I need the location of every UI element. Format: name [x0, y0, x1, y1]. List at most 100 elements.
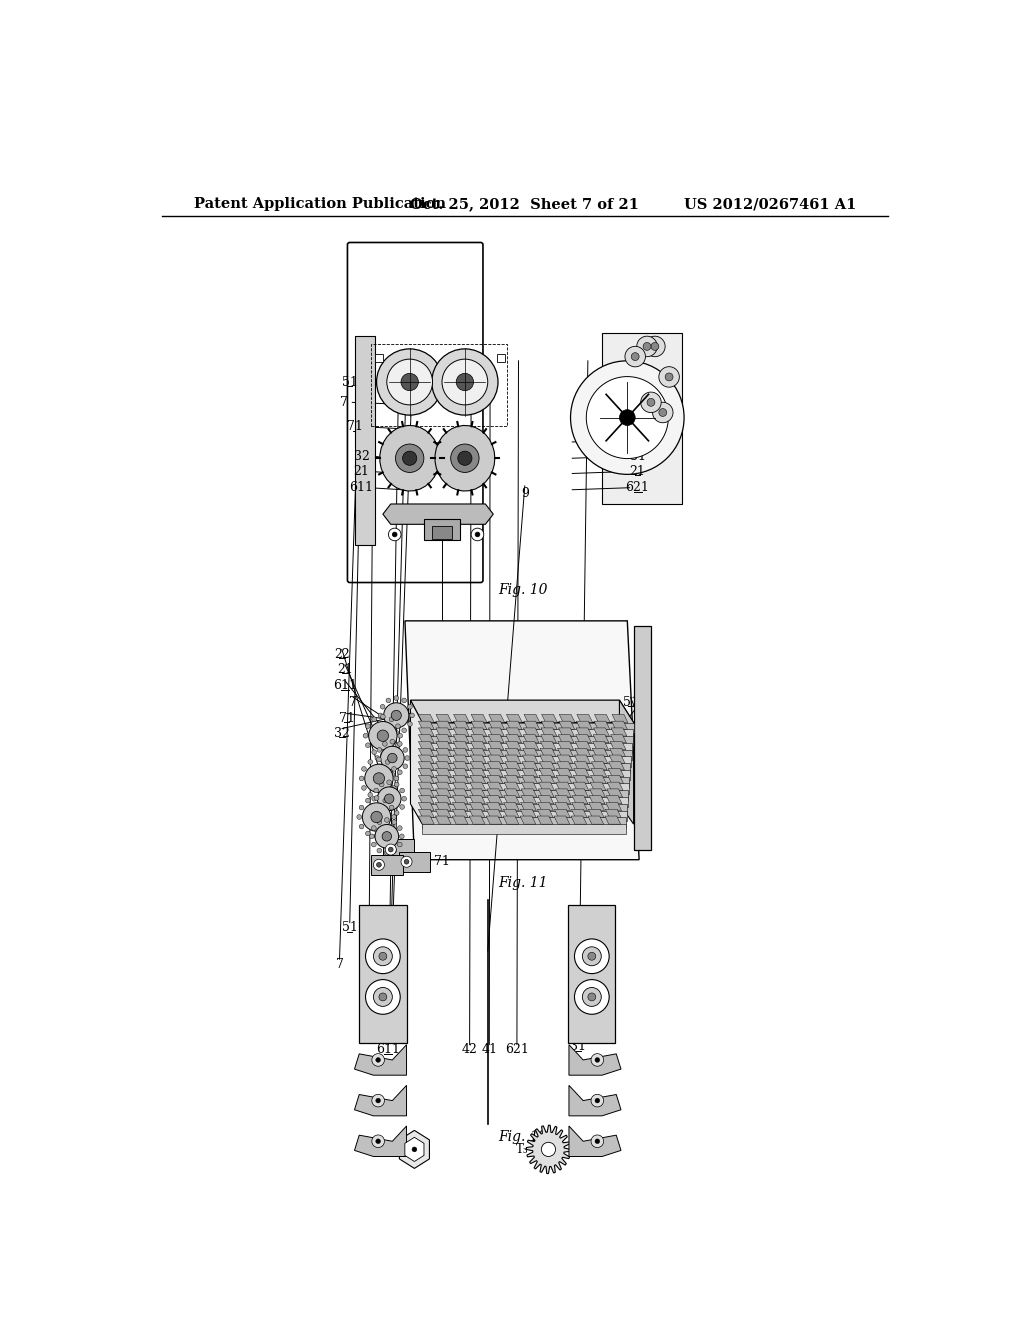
- Polygon shape: [470, 762, 486, 770]
- Circle shape: [651, 342, 658, 350]
- Circle shape: [369, 722, 397, 750]
- Circle shape: [361, 767, 367, 771]
- Circle shape: [389, 824, 394, 829]
- Text: 51: 51: [623, 696, 638, 709]
- Circle shape: [637, 337, 657, 356]
- Text: 22: 22: [334, 648, 350, 661]
- Circle shape: [378, 787, 401, 810]
- Polygon shape: [558, 742, 573, 750]
- Polygon shape: [488, 735, 504, 743]
- Circle shape: [397, 842, 402, 847]
- FancyBboxPatch shape: [347, 243, 483, 582]
- Circle shape: [457, 374, 473, 391]
- Circle shape: [390, 739, 394, 744]
- Circle shape: [384, 850, 389, 855]
- Text: 51: 51: [342, 921, 357, 935]
- Polygon shape: [571, 809, 587, 817]
- Polygon shape: [419, 727, 434, 737]
- Polygon shape: [589, 809, 604, 817]
- Polygon shape: [399, 1130, 429, 1168]
- Circle shape: [392, 849, 396, 853]
- Polygon shape: [435, 803, 452, 810]
- Circle shape: [658, 409, 667, 416]
- Polygon shape: [435, 789, 452, 797]
- Polygon shape: [572, 789, 588, 797]
- Polygon shape: [589, 803, 604, 810]
- Polygon shape: [453, 796, 468, 804]
- Circle shape: [377, 795, 381, 800]
- Polygon shape: [537, 816, 553, 824]
- Circle shape: [372, 1053, 384, 1067]
- Circle shape: [412, 1147, 417, 1152]
- Polygon shape: [541, 727, 557, 737]
- Polygon shape: [453, 775, 469, 784]
- Circle shape: [401, 729, 407, 733]
- Text: 41: 41: [481, 1043, 498, 1056]
- Polygon shape: [539, 789, 554, 797]
- Circle shape: [401, 374, 419, 391]
- Text: 92: 92: [630, 417, 645, 430]
- Circle shape: [377, 820, 382, 825]
- Polygon shape: [454, 727, 469, 737]
- Circle shape: [372, 842, 376, 847]
- Polygon shape: [488, 742, 504, 750]
- Circle shape: [402, 451, 417, 466]
- Polygon shape: [469, 803, 485, 810]
- Circle shape: [645, 337, 666, 356]
- Circle shape: [385, 843, 396, 855]
- Bar: [498, 354, 505, 362]
- Circle shape: [387, 813, 391, 817]
- Polygon shape: [436, 748, 452, 756]
- Circle shape: [570, 360, 684, 474]
- Polygon shape: [572, 783, 589, 791]
- Circle shape: [384, 795, 394, 804]
- Text: 7: 7: [349, 696, 356, 709]
- Polygon shape: [592, 755, 607, 763]
- Circle shape: [384, 817, 389, 822]
- Circle shape: [388, 847, 393, 851]
- Polygon shape: [454, 735, 469, 743]
- Polygon shape: [591, 768, 606, 776]
- Text: 31: 31: [630, 450, 645, 463]
- Circle shape: [359, 805, 364, 810]
- Polygon shape: [470, 768, 486, 776]
- Circle shape: [394, 776, 398, 780]
- Polygon shape: [558, 735, 573, 743]
- Circle shape: [381, 752, 385, 758]
- Polygon shape: [422, 737, 633, 746]
- Text: 21: 21: [337, 663, 353, 676]
- Polygon shape: [419, 768, 434, 776]
- Circle shape: [641, 392, 662, 413]
- Polygon shape: [436, 735, 452, 743]
- Circle shape: [658, 367, 679, 387]
- Circle shape: [399, 834, 404, 838]
- Polygon shape: [538, 803, 553, 810]
- Polygon shape: [505, 768, 520, 776]
- Polygon shape: [469, 816, 485, 824]
- Polygon shape: [523, 721, 540, 729]
- Polygon shape: [470, 789, 485, 797]
- Polygon shape: [590, 783, 606, 791]
- Circle shape: [574, 939, 609, 974]
- Text: 32: 32: [334, 727, 350, 741]
- Circle shape: [397, 742, 402, 746]
- Circle shape: [395, 444, 424, 473]
- Circle shape: [595, 1139, 600, 1143]
- Polygon shape: [419, 714, 434, 722]
- Polygon shape: [569, 1085, 621, 1115]
- Polygon shape: [435, 762, 452, 770]
- Circle shape: [402, 747, 408, 752]
- Circle shape: [647, 399, 655, 407]
- Polygon shape: [540, 748, 556, 756]
- Circle shape: [377, 764, 382, 768]
- Polygon shape: [487, 762, 504, 770]
- Circle shape: [377, 747, 382, 752]
- Polygon shape: [571, 816, 587, 824]
- Polygon shape: [569, 1126, 621, 1156]
- Circle shape: [365, 764, 393, 792]
- Polygon shape: [422, 770, 630, 780]
- Polygon shape: [453, 809, 468, 817]
- Polygon shape: [591, 775, 606, 784]
- Circle shape: [399, 788, 404, 793]
- Circle shape: [374, 946, 392, 966]
